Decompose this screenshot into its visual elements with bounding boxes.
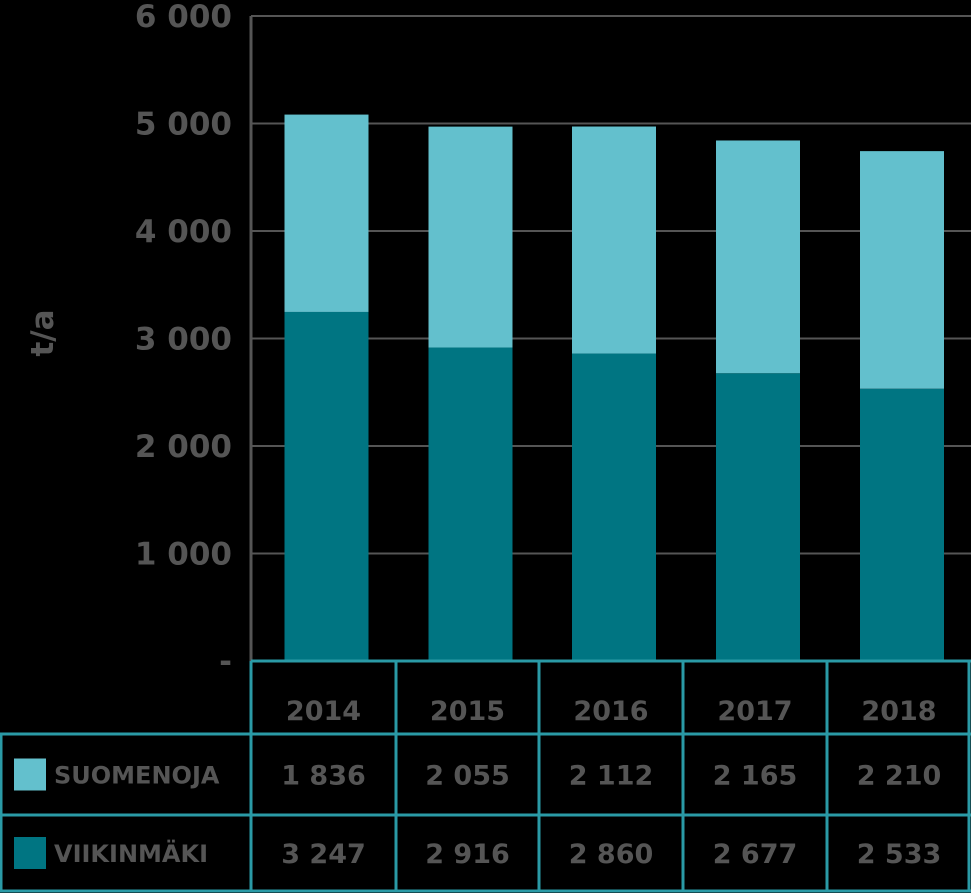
y-tick-label: 2 000 <box>135 429 232 465</box>
year-header-2017: 2017 <box>717 696 792 727</box>
y-axis-label: t/a <box>25 309 61 356</box>
y-axis: - 1 000 2 000 3 000 4 000 5 000 6 000 <box>135 0 253 680</box>
bar-suomenoja-2015 <box>428 126 513 348</box>
bars <box>284 114 944 661</box>
table-cell-value: 1 836 <box>281 761 366 792</box>
series-name-label: VIIKINMÄKI <box>54 839 208 868</box>
table-cell-value: 2 112 <box>569 761 654 792</box>
bar-suomenoja-2016 <box>572 126 656 354</box>
table-cell-value: 3 247 <box>281 839 366 870</box>
year-header-2014: 2014 <box>286 696 361 727</box>
bar-viikinmaki-2015 <box>428 347 513 661</box>
legend-swatch <box>14 758 46 791</box>
y-tick-label: 5 000 <box>135 107 232 143</box>
bar-suomenoja-2018 <box>860 151 944 389</box>
bar-viikinmaki-2014 <box>284 311 369 661</box>
y-tick-label: 1 000 <box>135 537 232 573</box>
y-tick-label: - <box>219 644 232 680</box>
table-cell-value: 2 210 <box>857 761 942 792</box>
table-cell-value: 2 055 <box>425 761 510 792</box>
bar-viikinmaki-2017 <box>716 373 800 661</box>
table-cell-value: 2 677 <box>713 839 798 870</box>
table-cell-value: 2 533 <box>857 839 942 870</box>
bar-suomenoja-2017 <box>716 140 800 374</box>
year-header-2016: 2016 <box>573 696 648 727</box>
bar-viikinmaki-2016 <box>572 353 656 661</box>
table-cell-value: 2 916 <box>425 839 510 870</box>
bar-suomenoja-2014 <box>284 114 369 312</box>
y-tick-label: 3 000 <box>135 322 232 358</box>
y-tick-label: 4 000 <box>135 214 232 250</box>
table-cell-value: 2 860 <box>569 839 654 870</box>
y-tick-label: 6 000 <box>135 0 232 35</box>
table-cell-value: 2 165 <box>713 761 798 792</box>
data-table: 2014 2015 2016 2017 2018 SUOMENOJA 1 836 2 055 2… <box>0 659 971 893</box>
series-name-label: SUOMENOJA <box>54 762 220 790</box>
year-header-2018: 2018 <box>861 696 936 727</box>
bar-viikinmaki-2018 <box>860 388 944 661</box>
year-header-2015: 2015 <box>430 696 505 727</box>
legend-swatch <box>14 837 46 869</box>
